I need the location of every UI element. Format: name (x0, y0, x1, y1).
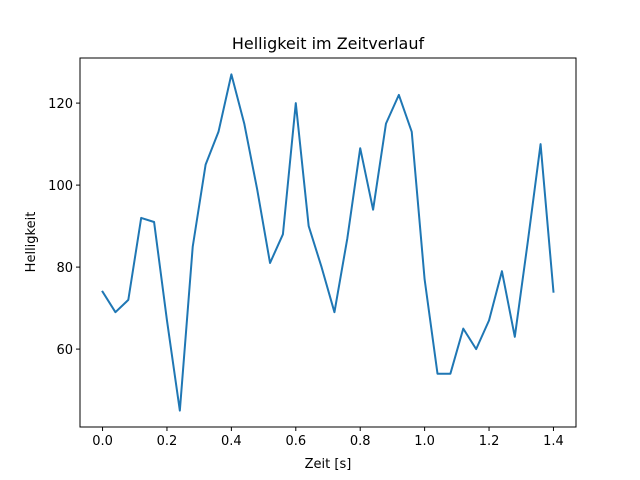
x-axis-label: Zeit [s] (305, 457, 352, 472)
series-layer (101, 73, 555, 412)
y-tick-label: 60 (56, 343, 73, 358)
x-tick-label: 0.0 (92, 434, 113, 449)
y-tick-label: 100 (48, 179, 73, 194)
x-tick-label: 0.4 (221, 434, 242, 449)
x-tick-label: 1.4 (543, 434, 564, 449)
x-tick-label: 1.2 (479, 434, 500, 449)
x-tick-label: 1.0 (414, 434, 435, 449)
plot-frame (79, 57, 577, 428)
ticks-layer: 0.0 0.2 0.4 0.6 0.8 1.0 1.2 1.4 60 80 100 120 (48, 97, 564, 449)
x-tick-label: 0.8 (350, 434, 371, 449)
x-tick-label: 0.2 (157, 434, 178, 449)
y-tick-label: 120 (48, 97, 73, 112)
y-tick-label: 80 (56, 261, 73, 276)
series-line (101, 73, 555, 412)
chart-title: Helligkeit im Zeitverlauf (232, 34, 425, 53)
x-tick-label: 0.6 (285, 434, 306, 449)
y-axis-label: Helligkeit (24, 212, 39, 273)
